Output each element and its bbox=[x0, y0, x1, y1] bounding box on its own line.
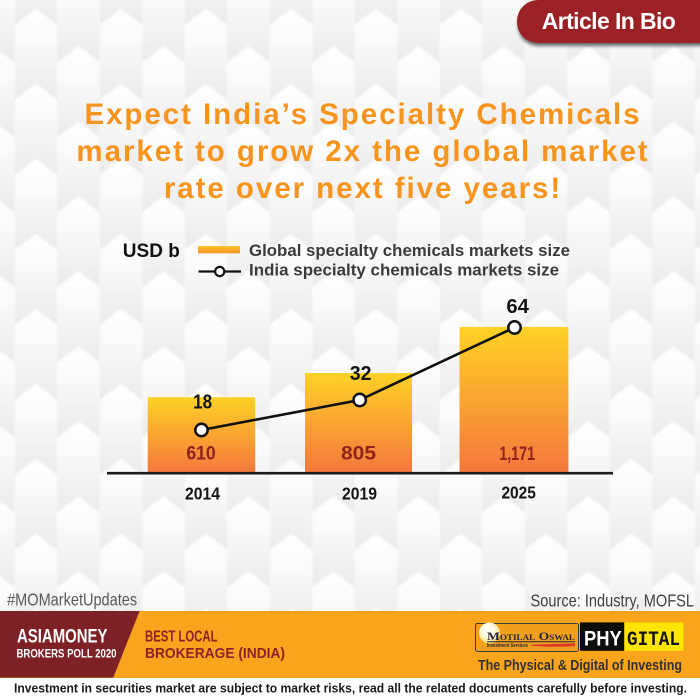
svg-text:805: 805 bbox=[341, 443, 376, 464]
svg-text:18: 18 bbox=[193, 392, 212, 414]
svg-text:32: 32 bbox=[350, 363, 372, 385]
svg-text:BROKERS POLL 2020: BROKERS POLL 2020 bbox=[17, 648, 117, 660]
svg-text:Global specialty chemicals mar: Global specialty chemicals markets size bbox=[249, 241, 570, 260]
svg-text:Motilal Oswal: Motilal Oswal bbox=[487, 629, 575, 643]
svg-text:The Physical & Digital of Inve: The Physical & Digital of Investing bbox=[478, 657, 682, 674]
svg-text:2019: 2019 bbox=[342, 484, 377, 504]
svg-text:Source: Industry, MOFSL: Source: Industry, MOFSL bbox=[531, 590, 695, 610]
svg-text:Investment in securities marke: Investment in securities market are subj… bbox=[14, 681, 687, 696]
svg-text:BEST LOCAL: BEST LOCAL bbox=[145, 628, 218, 645]
svg-text:#MOMarketUpdates: #MOMarketUpdates bbox=[7, 590, 137, 610]
svg-text:1,171: 1,171 bbox=[499, 443, 535, 465]
svg-text:PHY: PHY bbox=[584, 627, 622, 650]
svg-text:2025: 2025 bbox=[501, 483, 536, 503]
svg-text:ASIAMONEY: ASIAMONEY bbox=[17, 627, 108, 648]
svg-text:GITAL: GITAL bbox=[627, 629, 680, 652]
svg-text:2014: 2014 bbox=[185, 484, 220, 504]
svg-text:USD b: USD b bbox=[123, 241, 180, 262]
svg-text:India specialty chemicals mark: India specialty chemicals markets size bbox=[249, 260, 559, 279]
svg-text:BROKERAGE (INDIA): BROKERAGE (INDIA) bbox=[145, 645, 285, 662]
svg-text:Investment Services: Investment Services bbox=[487, 643, 528, 649]
svg-text:610: 610 bbox=[186, 444, 215, 465]
svg-text:64: 64 bbox=[506, 296, 529, 318]
